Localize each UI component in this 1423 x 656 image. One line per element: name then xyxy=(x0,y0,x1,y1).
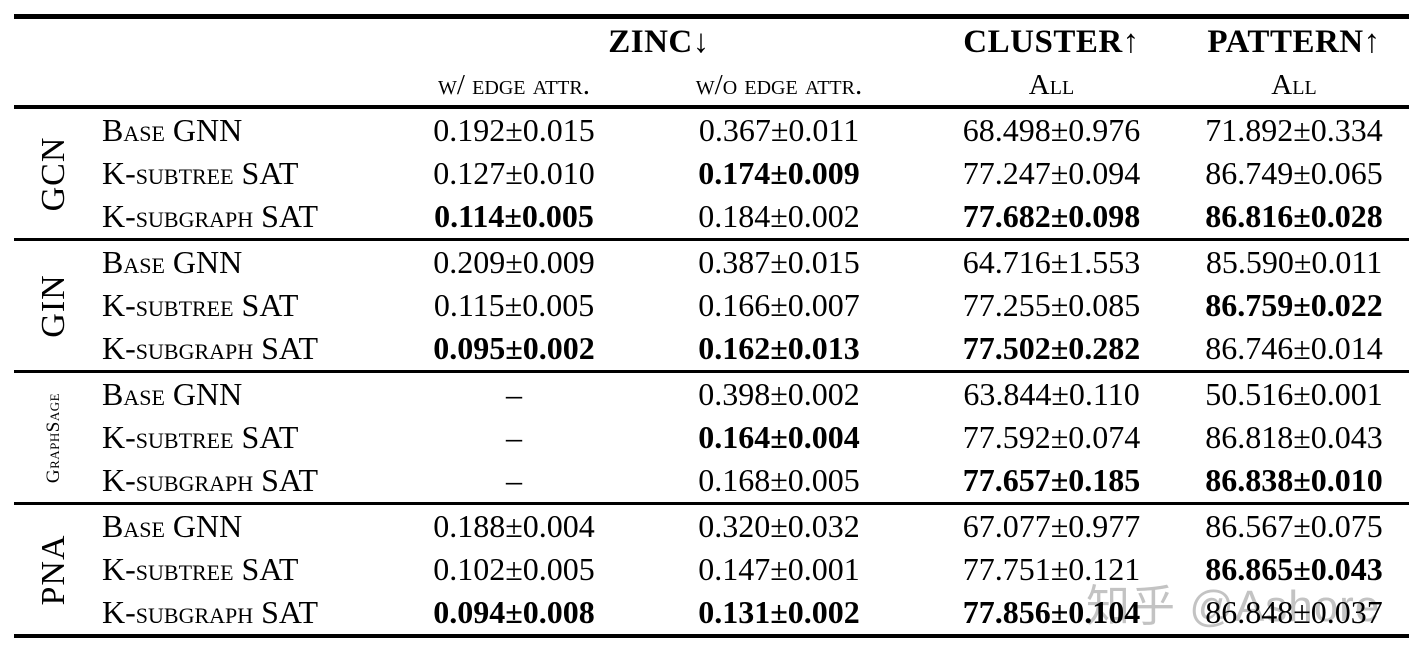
value-cell: 0.131±0.002 xyxy=(698,594,860,630)
value-cell: 67.077±0.977 xyxy=(962,508,1141,544)
method-cell: Base GNN xyxy=(102,244,243,280)
value-cell: 0.162±0.013 xyxy=(698,330,860,366)
value-cell: 0.164±0.004 xyxy=(698,419,860,455)
table-row: K-subgraph SAT 0.114±0.005 0.184±0.002 7… xyxy=(14,195,1409,240)
value-cell: 0.184±0.002 xyxy=(698,198,860,234)
value-cell: 68.498±0.976 xyxy=(962,112,1141,148)
method-cell: K-subtree SAT xyxy=(102,287,299,323)
subheader-spacer xyxy=(14,66,394,107)
group-gin: GIN Base GNN 0.209±0.009 0.387±0.015 64.… xyxy=(14,239,1409,372)
value-cell: 86.746±0.014 xyxy=(1205,330,1383,366)
table-row: K-subtree SAT 0.127±0.010 0.174±0.009 77… xyxy=(14,152,1409,195)
table-row: K-subtree SAT – 0.164±0.004 77.592±0.074… xyxy=(14,416,1409,459)
method-cell: K-subtree SAT xyxy=(102,551,299,587)
method-cell: K-subtree SAT xyxy=(102,419,299,455)
value-cell: 0.095±0.002 xyxy=(433,330,595,366)
results-table: ZINC↓ CLUSTER↑ PATTERN↑ w/ edge attr. w/… xyxy=(14,14,1409,638)
method-cell: K-subgraph SAT xyxy=(102,330,319,366)
col-header-pattern: PATTERN↑ xyxy=(1207,24,1381,60)
subcol-header-with-edge-attr: w/ edge attr. xyxy=(437,69,590,101)
value-cell: 0.115±0.005 xyxy=(433,287,595,323)
value-cell: 0.166±0.007 xyxy=(698,287,860,323)
method-cell: K-subgraph SAT xyxy=(102,462,319,498)
value-cell: 77.247±0.094 xyxy=(962,155,1141,191)
value-cell: 0.102±0.005 xyxy=(433,551,595,587)
value-cell: 0.147±0.001 xyxy=(698,551,860,587)
col-header-cluster: CLUSTER↑ xyxy=(963,24,1140,60)
value-cell: 0.127±0.010 xyxy=(433,155,595,191)
value-cell: 0.367±0.011 xyxy=(698,112,860,148)
group-label-graphsage: GraphSage xyxy=(43,392,64,483)
value-cell: 0.094±0.008 xyxy=(433,594,595,630)
value-cell: 86.865±0.043 xyxy=(1205,551,1383,587)
group-pna: PNA Base GNN 0.188±0.004 0.320±0.032 67.… xyxy=(14,503,1409,637)
value-cell: 86.818±0.043 xyxy=(1205,419,1383,455)
table-row: K-subtree SAT 0.102±0.005 0.147±0.001 77… xyxy=(14,548,1409,591)
value-cell: 77.657±0.185 xyxy=(962,462,1141,498)
group-gcn: GCN Base GNN 0.192±0.015 0.367±0.011 68.… xyxy=(14,107,1409,240)
table-row: PNA Base GNN 0.188±0.004 0.320±0.032 67.… xyxy=(14,504,1409,605)
value-cell: 0.209±0.009 xyxy=(433,244,595,280)
zhihu-watermark: 知乎 @Ashore xyxy=(1086,582,1381,631)
group-graphsage: GraphSage Base GNN – 0.398±0.002 63.844±… xyxy=(14,371,1409,504)
value-cell: 0.174±0.009 xyxy=(698,155,860,191)
value-cell: – xyxy=(506,376,522,412)
group-label-gin: GIN xyxy=(35,273,72,338)
value-cell: 86.759±0.022 xyxy=(1205,287,1383,323)
value-cell: 77.502±0.282 xyxy=(962,330,1141,366)
value-cell: 50.516±0.001 xyxy=(1205,376,1383,412)
value-cell: 77.751±0.121 xyxy=(962,551,1141,587)
table-row: GraphSage Base GNN – 0.398±0.002 63.844±… xyxy=(14,372,1409,483)
value-cell: 86.749±0.065 xyxy=(1205,155,1383,191)
value-cell: 64.716±1.553 xyxy=(962,244,1141,280)
table-row: GCN Base GNN 0.192±0.015 0.367±0.011 68.… xyxy=(14,107,1409,211)
value-cell: 85.590±0.011 xyxy=(1205,244,1383,280)
method-cell: Base GNN xyxy=(102,376,243,412)
value-cell: 0.387±0.015 xyxy=(698,244,860,280)
table-row: K-subgraph SAT 0.094±0.008 0.131±0.002 7… xyxy=(14,591,1409,636)
value-cell: 71.892±0.334 xyxy=(1205,112,1383,148)
value-cell: 77.856±0.104 xyxy=(962,594,1141,630)
value-cell: 77.682±0.098 xyxy=(962,198,1141,234)
value-cell: 0.168±0.005 xyxy=(698,462,860,498)
method-cell: K-subgraph SAT xyxy=(102,198,319,234)
value-cell: 63.844±0.110 xyxy=(963,376,1140,412)
table-header: ZINC↓ CLUSTER↑ PATTERN↑ w/ edge attr. w/… xyxy=(14,17,1409,107)
method-cell: K-subtree SAT xyxy=(102,155,299,191)
method-cell: Base GNN xyxy=(102,112,243,148)
method-cell: Base GNN xyxy=(102,508,243,544)
value-cell: – xyxy=(506,462,522,498)
value-cell: – xyxy=(506,419,522,455)
value-cell: 86.567±0.075 xyxy=(1205,508,1383,544)
value-cell: 77.255±0.085 xyxy=(962,287,1141,323)
value-cell: 86.816±0.028 xyxy=(1205,198,1383,234)
value-cell: 77.592±0.074 xyxy=(962,419,1141,455)
table-row: K-subtree SAT 0.115±0.005 0.166±0.007 77… xyxy=(14,284,1409,327)
subcol-header-without-edge-attr: w/o edge attr. xyxy=(695,69,863,101)
value-cell: 0.192±0.015 xyxy=(433,112,595,148)
subcol-header-pattern-all: All xyxy=(1271,69,1317,101)
table-row: GIN Base GNN 0.209±0.009 0.387±0.015 64.… xyxy=(14,240,1409,337)
value-cell: 0.320±0.032 xyxy=(698,508,860,544)
table-row: K-subgraph SAT 0.095±0.002 0.162±0.013 7… xyxy=(14,327,1409,372)
table-row: K-subgraph SAT – 0.168±0.005 77.657±0.18… xyxy=(14,459,1409,504)
value-cell: 0.114±0.005 xyxy=(434,198,594,234)
group-label-pna: PNA xyxy=(35,533,72,606)
header-spacer xyxy=(14,17,394,67)
value-cell: 0.398±0.002 xyxy=(698,376,860,412)
col-header-zinc: ZINC↓ xyxy=(608,24,710,60)
method-cell: K-subgraph SAT xyxy=(102,594,319,630)
value-cell: 86.838±0.010 xyxy=(1205,462,1383,498)
value-cell: 86.848±0.037 xyxy=(1205,594,1383,630)
value-cell: 0.188±0.004 xyxy=(433,508,595,544)
group-label-gcn: GCN xyxy=(35,136,72,211)
subcol-header-cluster-all: All xyxy=(1028,69,1075,101)
